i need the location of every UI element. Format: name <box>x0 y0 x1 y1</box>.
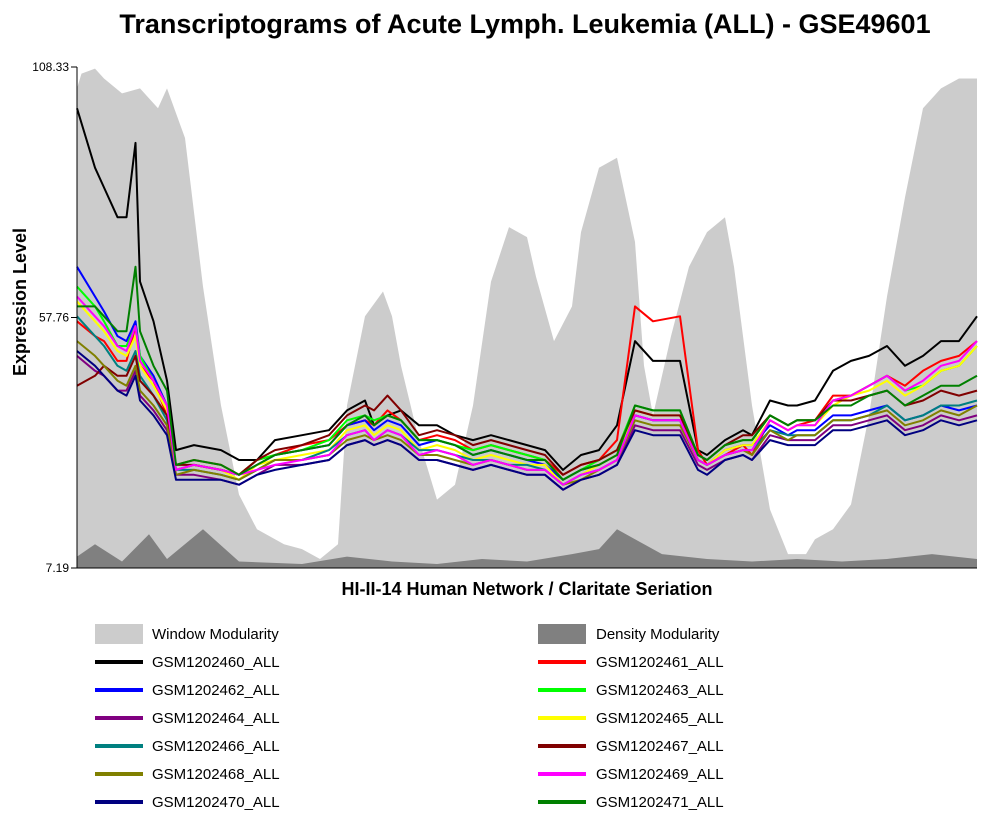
legend-label: GSM1202461_ALL <box>596 654 724 671</box>
legend-label: GSM1202467_ALL <box>596 738 724 755</box>
y-tick-label: 108.33 <box>32 60 69 74</box>
legend-swatch <box>95 624 143 644</box>
density-modularity-area <box>77 529 977 568</box>
plot-area <box>76 68 978 568</box>
series-line-gsm1202469-all <box>76 295 978 486</box>
legend-label: GSM1202462_ALL <box>152 682 280 699</box>
legend-label: GSM1202470_ALL <box>152 794 280 811</box>
legend-label: Window Modularity <box>152 626 279 643</box>
legend: Window Modularity GSM1202460_ALL GSM120246… <box>95 624 724 811</box>
series-line-gsm1202460-all <box>76 108 978 471</box>
legend-label: GSM1202460_ALL <box>152 654 280 671</box>
legend-label: GSM1202464_ALL <box>152 710 280 727</box>
series-line-gsm1202470-all <box>76 350 978 491</box>
legend-label: GSM1202463_ALL <box>596 682 724 699</box>
legend-label: GSM1202468_ALL <box>152 766 280 783</box>
y-ticks: 108.33 57.76 7.19 <box>32 60 77 575</box>
series-line-gsm1202471-all <box>77 265 978 481</box>
legend-label: GSM1202466_ALL <box>152 738 280 755</box>
legend-label: GSM1202469_ALL <box>596 766 724 783</box>
x-axis-label: HI-II-14 Human Network / Claritate Seria… <box>341 579 712 599</box>
chart-title: Transcriptograms of Acute Lymph. Leukemi… <box>119 9 930 39</box>
window-modularity-area <box>77 68 977 568</box>
y-tick-label: 7.19 <box>46 561 70 575</box>
legend-swatch <box>538 624 586 644</box>
y-axis-label: Expression Level <box>10 228 30 376</box>
legend-label: Density Modularity <box>596 626 720 643</box>
legend-label: GSM1202465_ALL <box>596 710 724 727</box>
y-tick-label: 57.76 <box>39 311 69 325</box>
legend-label: GSM1202471_ALL <box>596 794 724 811</box>
